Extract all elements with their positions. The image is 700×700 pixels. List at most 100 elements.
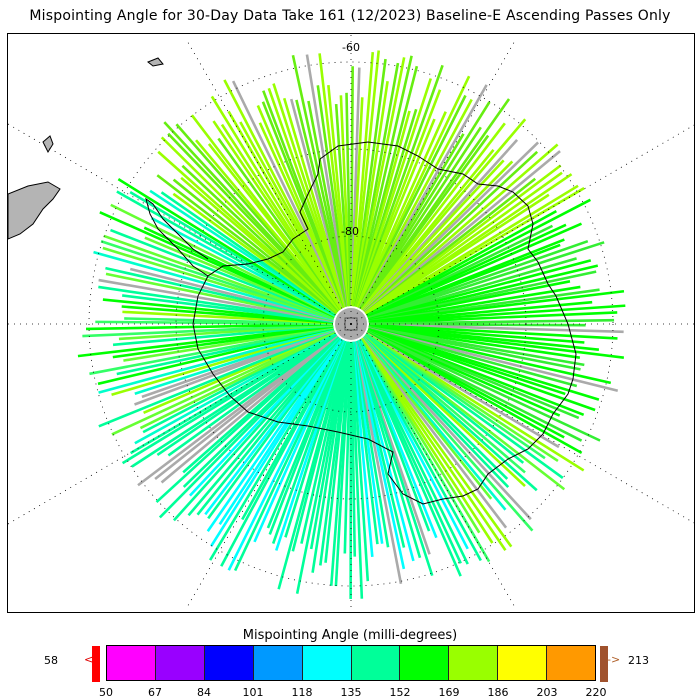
swath-ray	[357, 94, 467, 309]
swath-ray	[222, 77, 344, 309]
swath-ray	[100, 239, 335, 320]
colorbar-segment	[449, 646, 499, 680]
swath-ray	[339, 95, 352, 307]
swath-ray	[129, 267, 334, 321]
swath-ray	[368, 311, 618, 325]
swath-ray	[362, 159, 505, 312]
swath-ray	[266, 340, 346, 529]
swath-ray	[357, 111, 447, 309]
colorbar-tick-label: 50	[99, 686, 113, 699]
swath-ray	[368, 289, 626, 324]
swath-ray	[360, 122, 506, 311]
swath-ray	[356, 118, 436, 308]
colorbar-segment	[547, 646, 596, 680]
meridian-30e	[350, 38, 517, 325]
swath-ray	[364, 150, 561, 314]
swath-ray	[262, 90, 346, 308]
peninsula-outline	[145, 197, 209, 277]
swath-ray	[350, 97, 364, 307]
swath-ray	[350, 341, 364, 599]
swath-ray	[151, 217, 336, 317]
colorbar-title: Mispointing Angle (milli-degrees)	[242, 628, 458, 643]
swath-ray	[272, 83, 347, 308]
swath-ray	[319, 341, 351, 566]
latitude-label-80: -80	[341, 225, 359, 238]
swath-ray	[89, 326, 334, 376]
swath-ray	[110, 203, 336, 318]
swath-ray	[368, 318, 615, 326]
swath-ray	[195, 139, 341, 312]
swath-ray	[207, 338, 343, 563]
island-west	[42, 135, 54, 154]
colorbar-segment	[107, 646, 156, 680]
swath-ray	[345, 92, 352, 307]
swath-ray	[137, 333, 338, 487]
map-frame	[7, 33, 695, 613]
swath-ray	[366, 222, 583, 319]
swath-ray	[366, 198, 592, 317]
colorbar-segment	[302, 646, 352, 680]
colorbar-tick-label: 186	[487, 686, 509, 699]
swath-ray	[160, 191, 337, 315]
colorbar-tick-label: 169	[438, 686, 460, 699]
swath-ray	[367, 239, 589, 320]
swath-ray	[366, 331, 583, 455]
swath-ray	[355, 78, 433, 308]
swath-ray	[365, 193, 550, 316]
swath-ray	[300, 341, 349, 544]
swath-ray	[196, 337, 341, 516]
swath-ray	[368, 326, 612, 385]
antarctica-outline	[192, 141, 577, 505]
swath-ray	[354, 110, 411, 307]
swath-ray	[368, 280, 571, 322]
colorbar-segment	[351, 646, 401, 680]
swath-ray	[351, 341, 379, 545]
swath-ray	[276, 341, 348, 594]
swath-tracks	[77, 50, 626, 599]
swath-ray	[356, 340, 431, 532]
swath-ray	[167, 333, 338, 457]
swath-ray	[329, 341, 351, 586]
swath-ray	[131, 332, 337, 468]
swath-ray	[368, 323, 618, 340]
swath-ray	[368, 324, 585, 344]
swath-ray	[182, 334, 339, 474]
colorbar-tick-label: 118	[291, 686, 313, 699]
swath-ray	[139, 330, 336, 430]
swath-ray	[290, 50, 349, 307]
swath-ray	[182, 335, 340, 488]
swath-ray	[77, 324, 334, 358]
swath-ray	[82, 323, 334, 338]
colorbar-tick-label: 220	[585, 686, 607, 699]
colorbar-segment	[498, 646, 548, 680]
polar-map	[8, 34, 694, 612]
swath-ray	[241, 339, 344, 521]
swath-ray	[305, 54, 350, 307]
swath-ray	[351, 341, 374, 558]
falkland-islands	[147, 57, 164, 67]
swath-ray	[361, 336, 534, 533]
swath-ray	[360, 134, 490, 311]
swath-ray	[160, 136, 340, 313]
swath-ray	[156, 174, 338, 315]
swath-ray	[134, 331, 336, 445]
swath-ray	[367, 328, 596, 412]
swath-ray	[190, 114, 342, 311]
overflow-swatch	[600, 646, 608, 682]
south-america-landmass	[8, 181, 61, 240]
chart-title: Mispointing Angle for 30-Day Data Take 1…	[29, 8, 671, 24]
swath-ray	[368, 327, 619, 393]
swath-ray	[98, 285, 334, 323]
swath-ray	[354, 341, 415, 562]
colorbar-max-value: 213	[628, 654, 649, 667]
underflow-arrow: <	[84, 653, 94, 666]
swath-ray	[124, 317, 334, 325]
swath-ray	[327, 85, 351, 307]
colorbar-segment	[155, 646, 205, 680]
swath-ray	[360, 337, 508, 529]
colorbar	[106, 645, 596, 681]
swath-ray	[172, 178, 338, 314]
colorbar-tick-label: 67	[148, 686, 162, 699]
swath-ray	[231, 80, 345, 309]
swath-ray	[358, 339, 482, 562]
